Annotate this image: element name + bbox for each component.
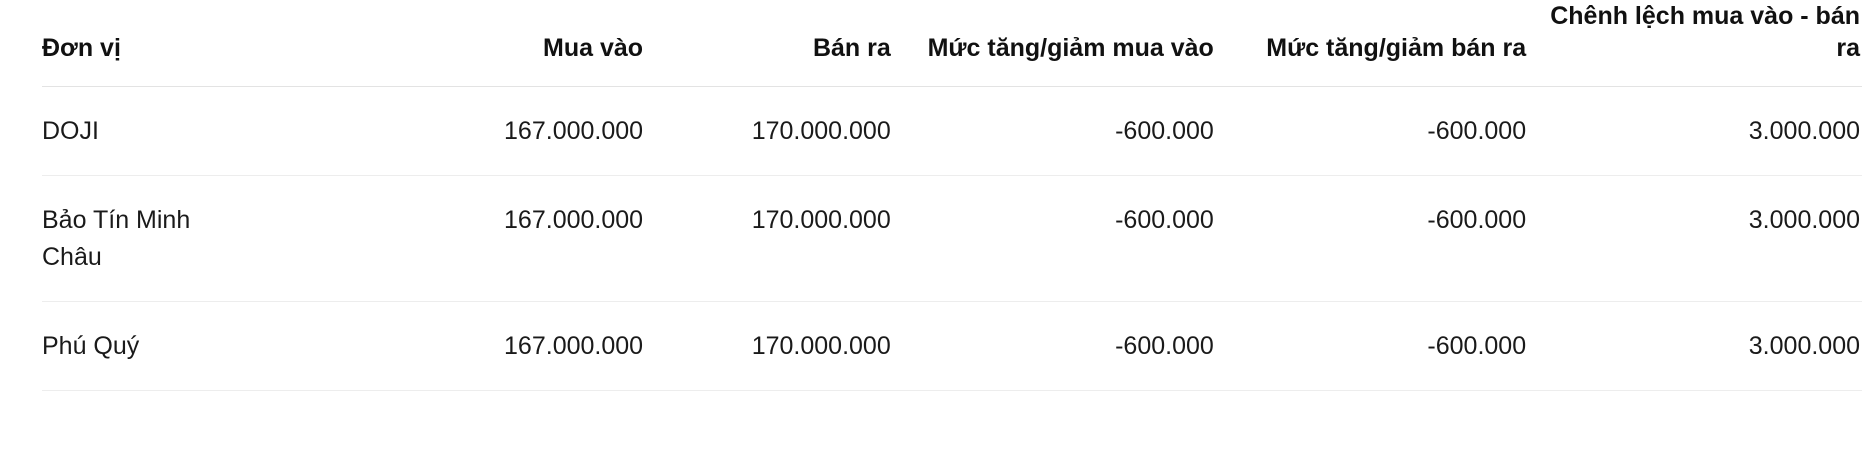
column-header-change-buy: Mức tăng/giảm mua vào — [892, 0, 1216, 87]
cell-change-sell: -600.000 — [1215, 86, 1529, 177]
unit-label: Bảo Tín Minh Châu — [42, 206, 191, 271]
column-header-sell: Bán ra — [645, 0, 893, 87]
cell-change-sell: -600.000 — [1215, 301, 1529, 392]
column-header-unit: Đơn vị — [42, 0, 398, 87]
cell-change-buy: -600.000 — [892, 301, 1216, 392]
column-header-spread: Chênh lệch mua vào - bán ra — [1528, 0, 1862, 87]
cell-sell: 170.000.000 — [645, 175, 893, 302]
cell-unit: Phú Quý — [42, 301, 398, 392]
table-body: DOJI 167.000.000 170.000.000 -600.000 -6… — [42, 86, 1862, 392]
table-header: Đơn vị Mua vào Bán ra Mức tăng/giảm mua … — [42, 0, 1862, 87]
cell-unit: Bảo Tín Minh Châu — [42, 175, 398, 302]
cell-spread: 3.000.000 — [1528, 301, 1862, 392]
cell-sell: 170.000.000 — [645, 301, 893, 392]
cell-change-sell: -600.000 — [1215, 175, 1529, 302]
cell-change-buy: -600.000 — [892, 86, 1216, 177]
table-header-row: Đơn vị Mua vào Bán ra Mức tăng/giảm mua … — [42, 0, 1862, 87]
cell-buy: 167.000.000 — [397, 86, 646, 177]
cell-unit: DOJI — [42, 86, 398, 177]
unit-label: DOJI — [42, 117, 99, 145]
cell-buy: 167.000.000 — [397, 175, 646, 302]
cell-sell: 170.000.000 — [645, 86, 893, 177]
cell-change-buy: -600.000 — [892, 175, 1216, 302]
column-header-buy: Mua vào — [397, 0, 646, 87]
table-row: Phú Quý 167.000.000 170.000.000 -600.000… — [42, 301, 1862, 392]
column-header-change-sell: Mức tăng/giảm bán ra — [1215, 0, 1529, 87]
gold-price-table: Đơn vị Mua vào Bán ra Mức tăng/giảm mua … — [42, 0, 1862, 392]
unit-label: Phú Quý — [42, 331, 140, 360]
price-table-container: Đơn vị Mua vào Bán ra Mức tăng/giảm mua … — [42, 0, 1862, 392]
cell-spread: 3.000.000 — [1528, 86, 1862, 177]
cell-buy: 167.000.000 — [397, 301, 646, 392]
table-row: Bảo Tín Minh Châu 167.000.000 170.000.00… — [42, 175, 1862, 302]
table-row: DOJI 167.000.000 170.000.000 -600.000 -6… — [42, 86, 1862, 177]
cell-spread: 3.000.000 — [1528, 175, 1862, 302]
